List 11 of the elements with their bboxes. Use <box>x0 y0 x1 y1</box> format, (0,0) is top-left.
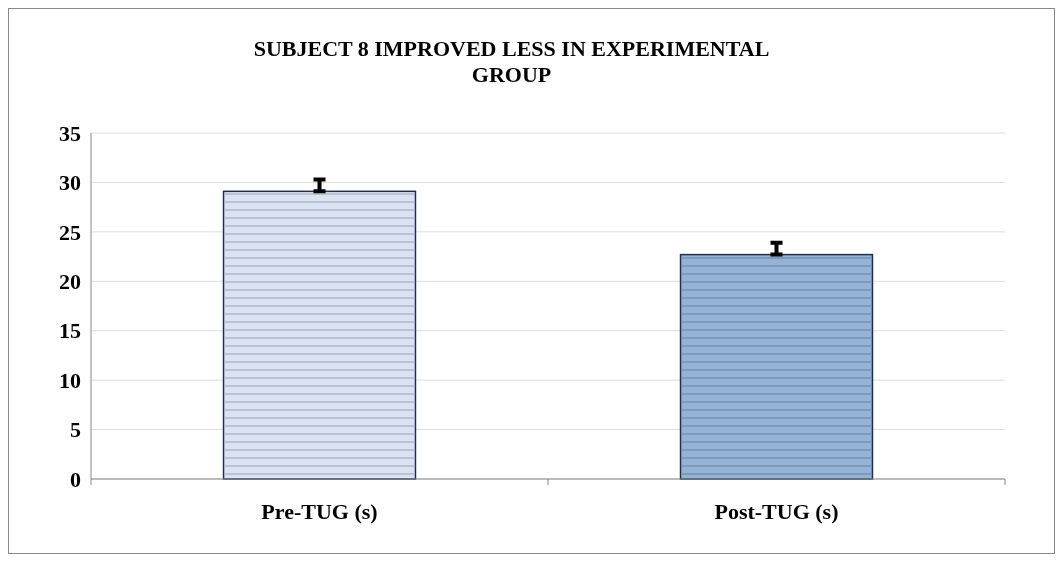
y-tick-label: 10 <box>59 367 81 393</box>
y-tick-label: 20 <box>59 268 81 294</box>
y-tick-label: 0 <box>70 466 81 492</box>
y-tick-label: 15 <box>59 318 81 344</box>
y-tick-label: 25 <box>59 219 81 245</box>
y-tick-label: 5 <box>70 417 81 443</box>
chart-title: SUBJECT 8 IMPROVED LESS IN EXPERIMENTAL GROUP <box>253 36 770 87</box>
x-tick-label: Pre-TUG (s) <box>261 499 378 524</box>
y-tick-label: 35 <box>59 120 81 146</box>
y-tick-label: 30 <box>59 170 81 196</box>
x-tick-label: Post-TUG (s) <box>714 499 839 524</box>
